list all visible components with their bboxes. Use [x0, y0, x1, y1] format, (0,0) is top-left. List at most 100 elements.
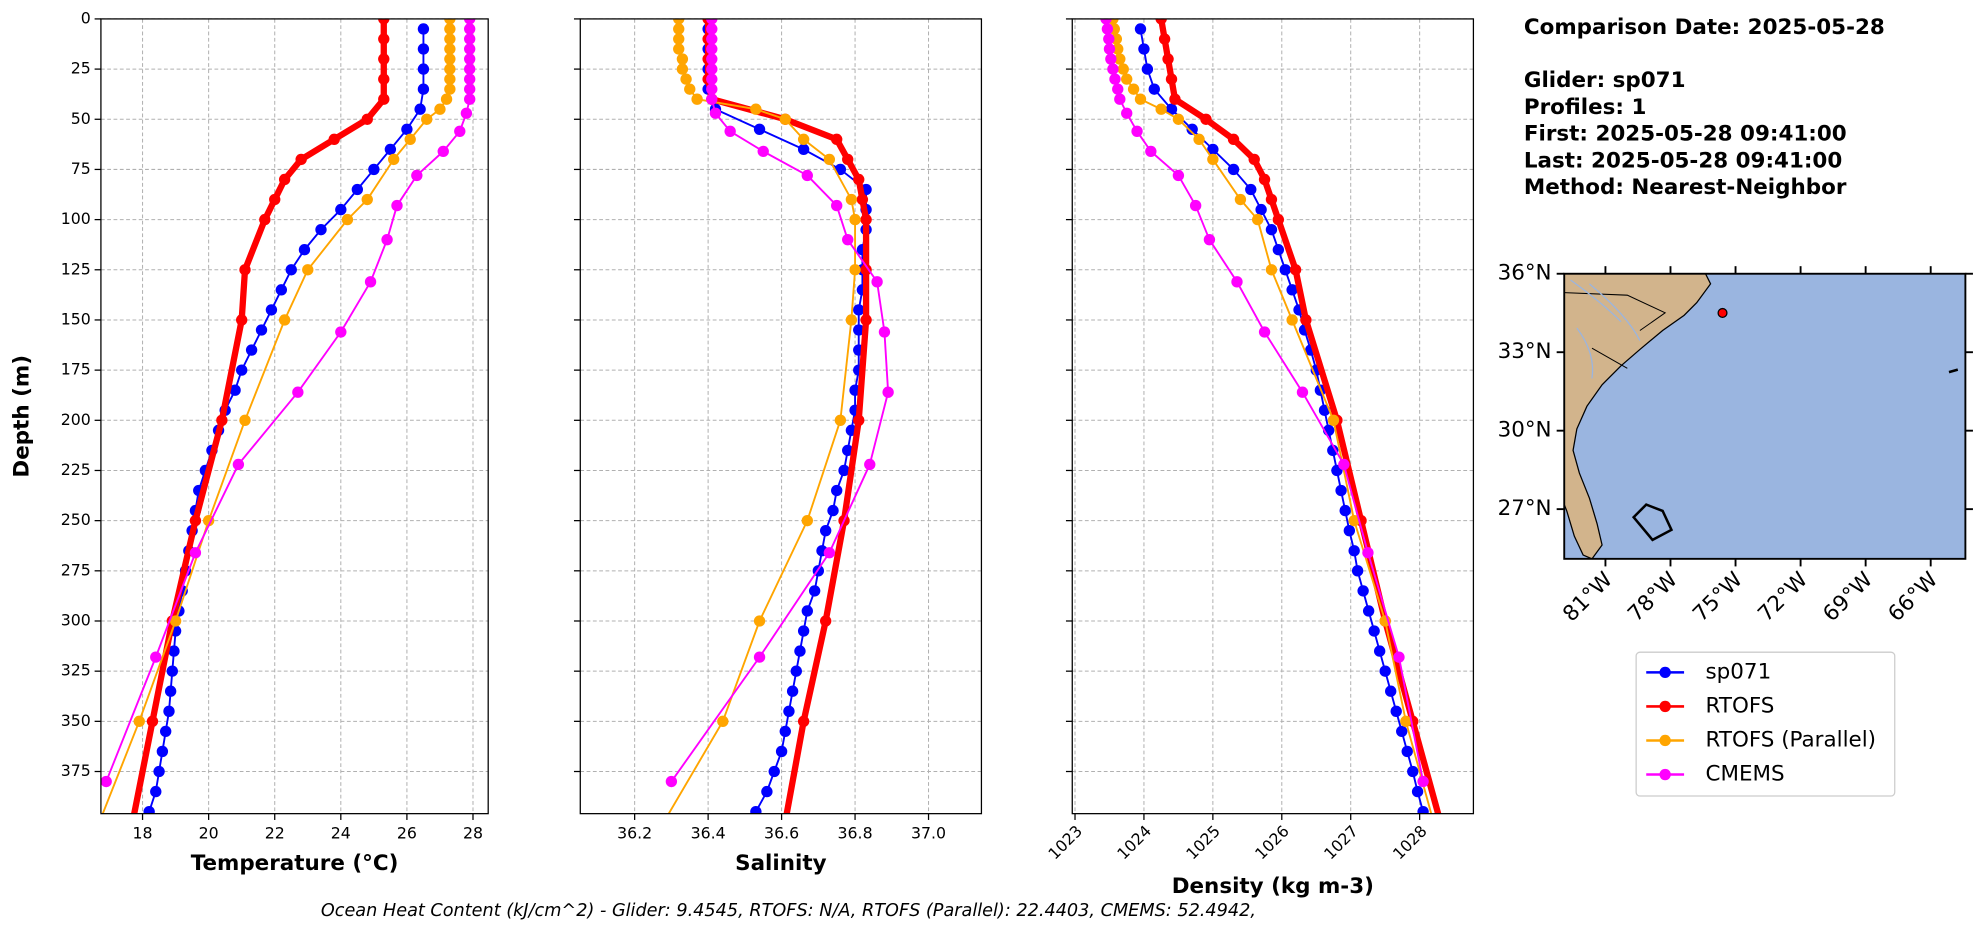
profile-marker	[417, 23, 430, 35]
profile-marker	[1165, 103, 1178, 115]
y-tick-label: 125	[61, 259, 91, 278]
profile-marker	[1105, 53, 1117, 65]
y-tick-label: 350	[61, 711, 91, 730]
profile-marker	[1141, 63, 1154, 75]
profile-marker	[232, 458, 245, 471]
profile-marker	[842, 444, 854, 457]
profile-marker	[414, 103, 426, 115]
profile-marker	[853, 304, 865, 316]
y-tick-label: 75	[71, 159, 91, 178]
lon-label: 78°W	[1623, 567, 1683, 627]
profile-marker	[797, 715, 810, 728]
profile-marker	[1300, 314, 1312, 326]
profile-marker	[1279, 264, 1291, 276]
x-tick-label: 28	[463, 823, 483, 842]
profile-marker	[1251, 213, 1264, 226]
profile-marker	[341, 213, 354, 226]
profile-marker	[680, 73, 692, 85]
profile-marker	[1227, 133, 1240, 146]
profile-marker	[464, 33, 476, 45]
profile-marker	[163, 705, 175, 717]
info-line: Profiles: 1	[1524, 95, 1647, 120]
footer: Ocean Heat Content (kJ/cm^2) - Glider: 9…	[321, 901, 1256, 921]
profile-marker	[1117, 63, 1129, 75]
axes-frame	[100, 18, 489, 815]
profile-marker	[1339, 504, 1351, 517]
profile-marker	[706, 23, 718, 35]
profile-marker	[1373, 645, 1386, 657]
profile-marker	[259, 213, 271, 226]
profile-marker	[1368, 625, 1380, 637]
y-tick-label: 0	[81, 8, 91, 27]
profile-marker	[295, 153, 307, 166]
profile-marker	[673, 23, 685, 35]
profile-marker	[753, 615, 766, 627]
legend-marker	[1659, 734, 1671, 747]
profile-marker	[673, 33, 685, 45]
profile-marker	[882, 386, 894, 398]
profile-marker	[856, 193, 869, 206]
lon-label: 72°W	[1753, 567, 1813, 627]
profile-marker	[1138, 43, 1150, 55]
profile-marker	[842, 234, 854, 246]
lat-label: 27°N	[1498, 496, 1552, 521]
profile-marker	[153, 765, 165, 778]
profile-marker	[1286, 284, 1298, 296]
profile-marker	[1114, 93, 1126, 105]
x-tick-label: 22	[265, 823, 285, 842]
y-axis-label: Depth (m)	[10, 355, 35, 478]
info-line: First: 2025-05-28 09:41:00	[1524, 122, 1847, 147]
profile-marker	[823, 547, 836, 559]
profile-marker	[1114, 53, 1126, 65]
profile-marker	[1193, 133, 1205, 146]
profile-marker	[464, 63, 476, 75]
profile-marker	[94, 816, 105, 827]
profile-marker	[706, 53, 718, 65]
profile-marker	[706, 73, 718, 85]
profile-marker	[819, 525, 832, 537]
profile-marker	[1186, 123, 1198, 135]
profile-marker	[860, 314, 872, 326]
x-tick-label: 1023	[1044, 821, 1086, 863]
y-tick-label: 300	[61, 610, 91, 629]
legend-marker	[1659, 768, 1671, 781]
profile-marker	[1362, 547, 1374, 559]
profile-marker	[775, 745, 788, 758]
profile-marker	[750, 103, 762, 115]
profile-marker	[1338, 458, 1350, 471]
profile-marker	[706, 33, 718, 45]
profile-marker	[1112, 83, 1124, 95]
profile-marker	[794, 645, 806, 657]
x-tick-label: 36.4	[691, 823, 726, 842]
x-tick-label: 36.2	[617, 823, 652, 842]
x-tick-label: 1027	[1320, 821, 1362, 863]
profile-marker	[1343, 525, 1356, 537]
profile-marker	[1379, 665, 1391, 677]
map-base	[1563, 272, 1967, 560]
legend-marker	[1659, 700, 1671, 713]
profile-marker	[1255, 203, 1267, 216]
profile-marker	[797, 133, 810, 146]
y-tick-label: 275	[61, 560, 91, 579]
profile-marker	[464, 23, 476, 35]
x-tick-label: 1026	[1251, 821, 1293, 863]
profile-marker	[1121, 107, 1133, 119]
info-line: Comparison Date: 2025-05-28	[1524, 15, 1885, 40]
profile-marker	[444, 63, 456, 75]
profile-marker	[1258, 326, 1271, 338]
profile-marker	[838, 464, 850, 477]
profile-marker	[706, 18, 718, 25]
profile-marker	[378, 18, 390, 25]
profile-marker	[278, 173, 291, 186]
profile-marker	[269, 193, 281, 206]
profile-marker	[437, 145, 449, 158]
profile-marker	[236, 364, 248, 376]
y-tick-label: 175	[61, 360, 91, 379]
profile-marker	[236, 314, 248, 326]
profile-marker	[853, 414, 865, 426]
profile-marker	[1258, 173, 1271, 186]
profile-line	[1105, 18, 1425, 782]
x-tick-label: 24	[331, 823, 351, 842]
